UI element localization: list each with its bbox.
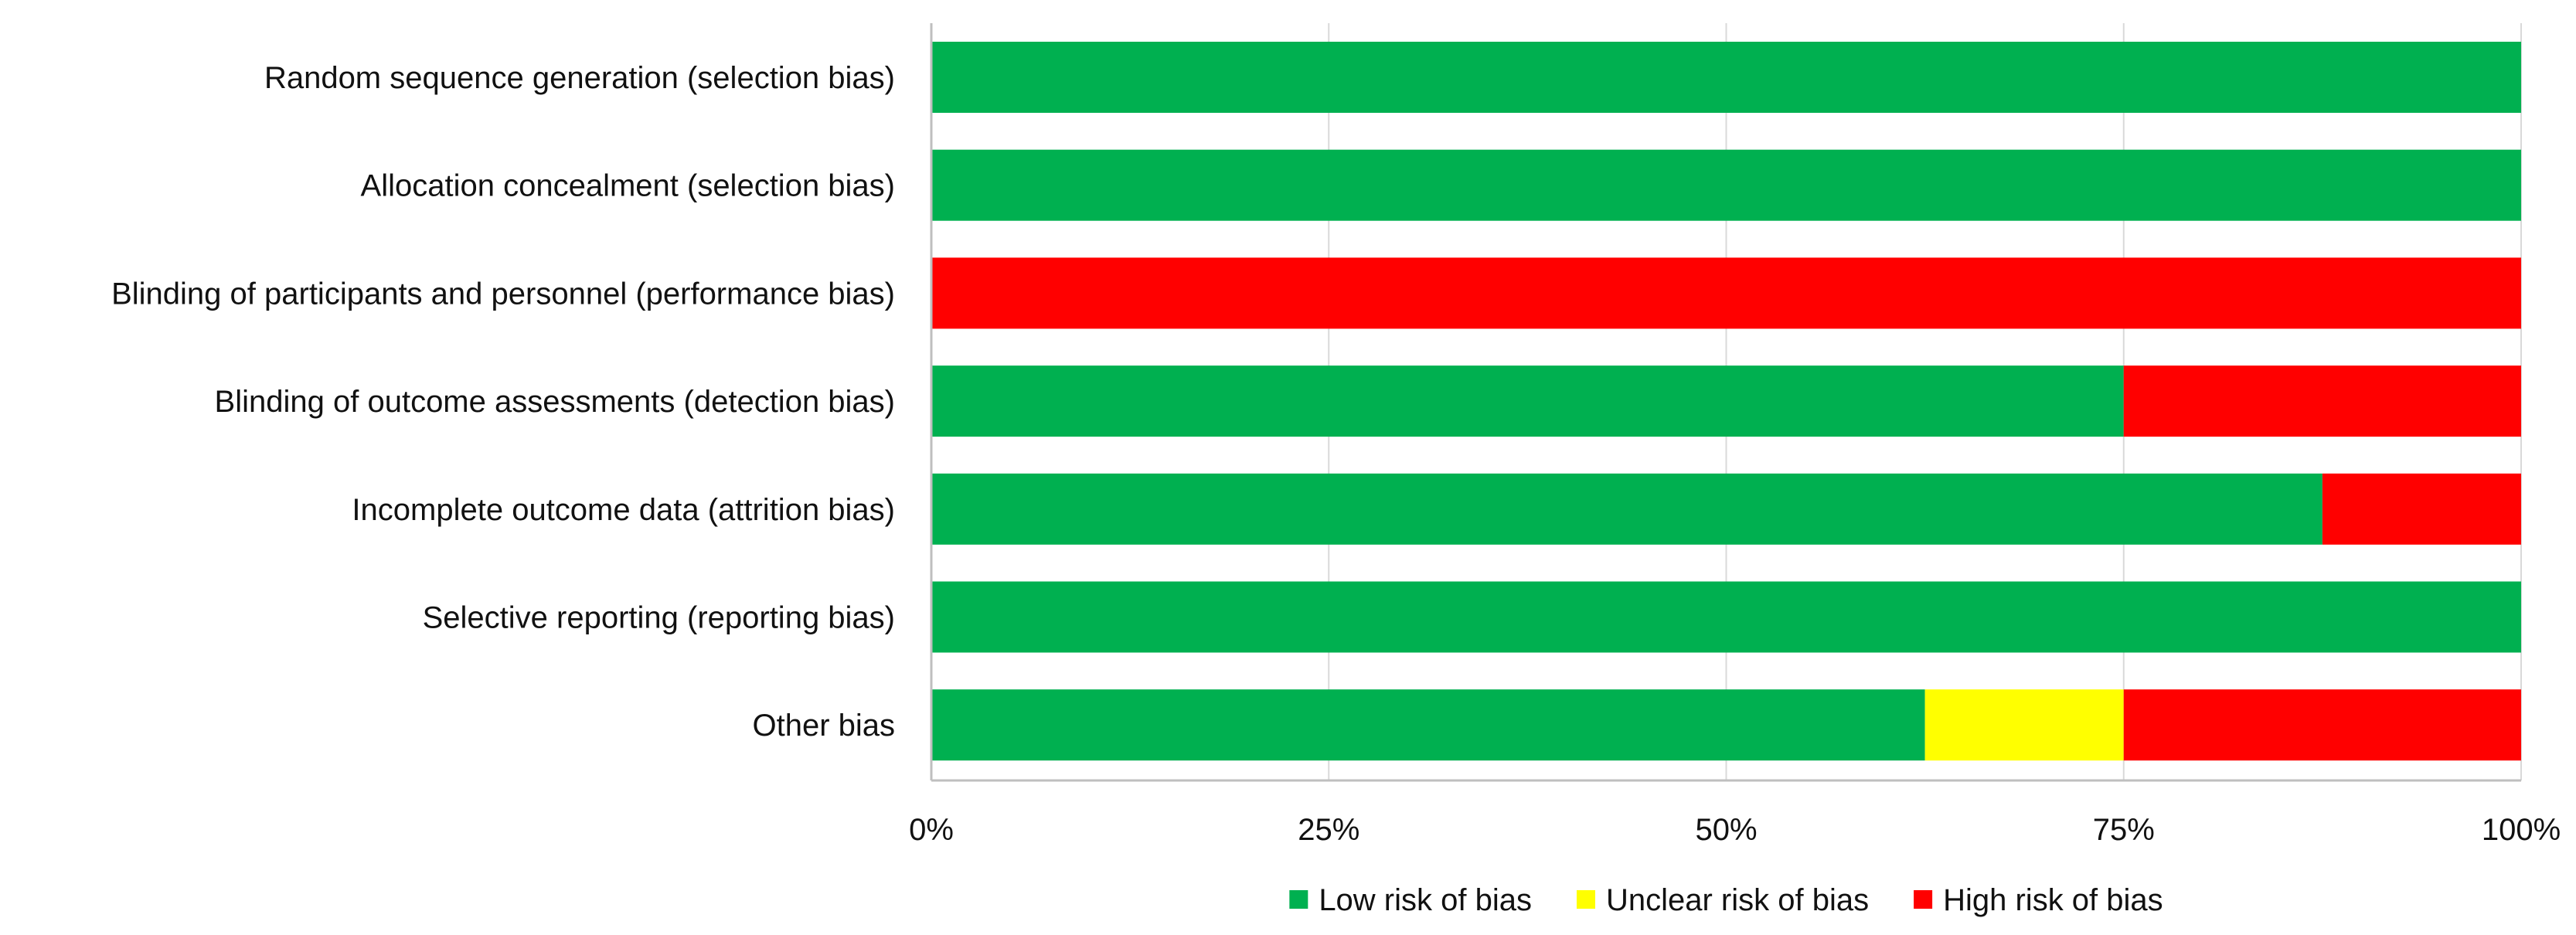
legend-label-low-risk-of-bias: Low risk of bias	[1319, 883, 1532, 917]
bars	[931, 42, 2521, 761]
category-label-6: Selective reporting (reporting bias)	[423, 601, 895, 635]
category-label-4: Blinding of outcome assessments (detecti…	[215, 385, 895, 419]
bar-low-risk-of-bias-1	[931, 42, 2521, 113]
bar-unclear-risk-of-bias-7	[1924, 689, 2124, 761]
bar-low-risk-of-bias-5	[931, 473, 2322, 545]
bar-low-risk-of-bias-7	[931, 689, 1925, 761]
x-tick-label: 25%	[1298, 813, 1359, 847]
bar-low-risk-of-bias-2	[931, 149, 2521, 221]
bar-high-risk-of-bias-7	[2123, 689, 2521, 761]
bar-low-risk-of-bias-4	[931, 366, 2124, 437]
category-label-1: Random sequence generation (selection bi…	[264, 61, 895, 95]
x-tick-label: 75%	[2093, 813, 2155, 847]
x-tick-label: 100%	[2482, 813, 2561, 847]
category-label-7: Other bias	[752, 709, 895, 743]
legend-swatch-unclear-risk-of-bias	[1576, 890, 1595, 909]
category-label-2: Allocation concealment (selection bias)	[361, 169, 895, 203]
x-tick-labels: 0% 25% 50% 75% 100%	[909, 813, 2561, 847]
category-labels: Random sequence generation (selection bi…	[111, 61, 895, 743]
legend-label-high-risk-of-bias: High risk of bias	[1943, 883, 2163, 917]
legend-label-unclear-risk-of-bias: Unclear risk of bias	[1606, 883, 1869, 917]
x-tick-label: 0%	[909, 813, 954, 847]
legend-swatch-high-risk-of-bias	[1914, 890, 1933, 909]
category-label-5: Incomplete outcome data (attrition bias)	[352, 493, 895, 527]
legend: Low risk of bias Unclear risk of bias High…	[1289, 883, 2163, 917]
bar-high-risk-of-bias-3	[931, 257, 2521, 329]
bar-high-risk-of-bias-5	[2322, 473, 2521, 545]
bar-high-risk-of-bias-4	[2123, 366, 2521, 437]
x-tick-label: 50%	[1695, 813, 1757, 847]
legend-swatch-low-risk-of-bias	[1289, 890, 1308, 909]
bar-low-risk-of-bias-6	[931, 581, 2521, 653]
category-label-3: Blinding of participants and personnel (…	[111, 277, 895, 311]
axes	[930, 23, 2521, 782]
